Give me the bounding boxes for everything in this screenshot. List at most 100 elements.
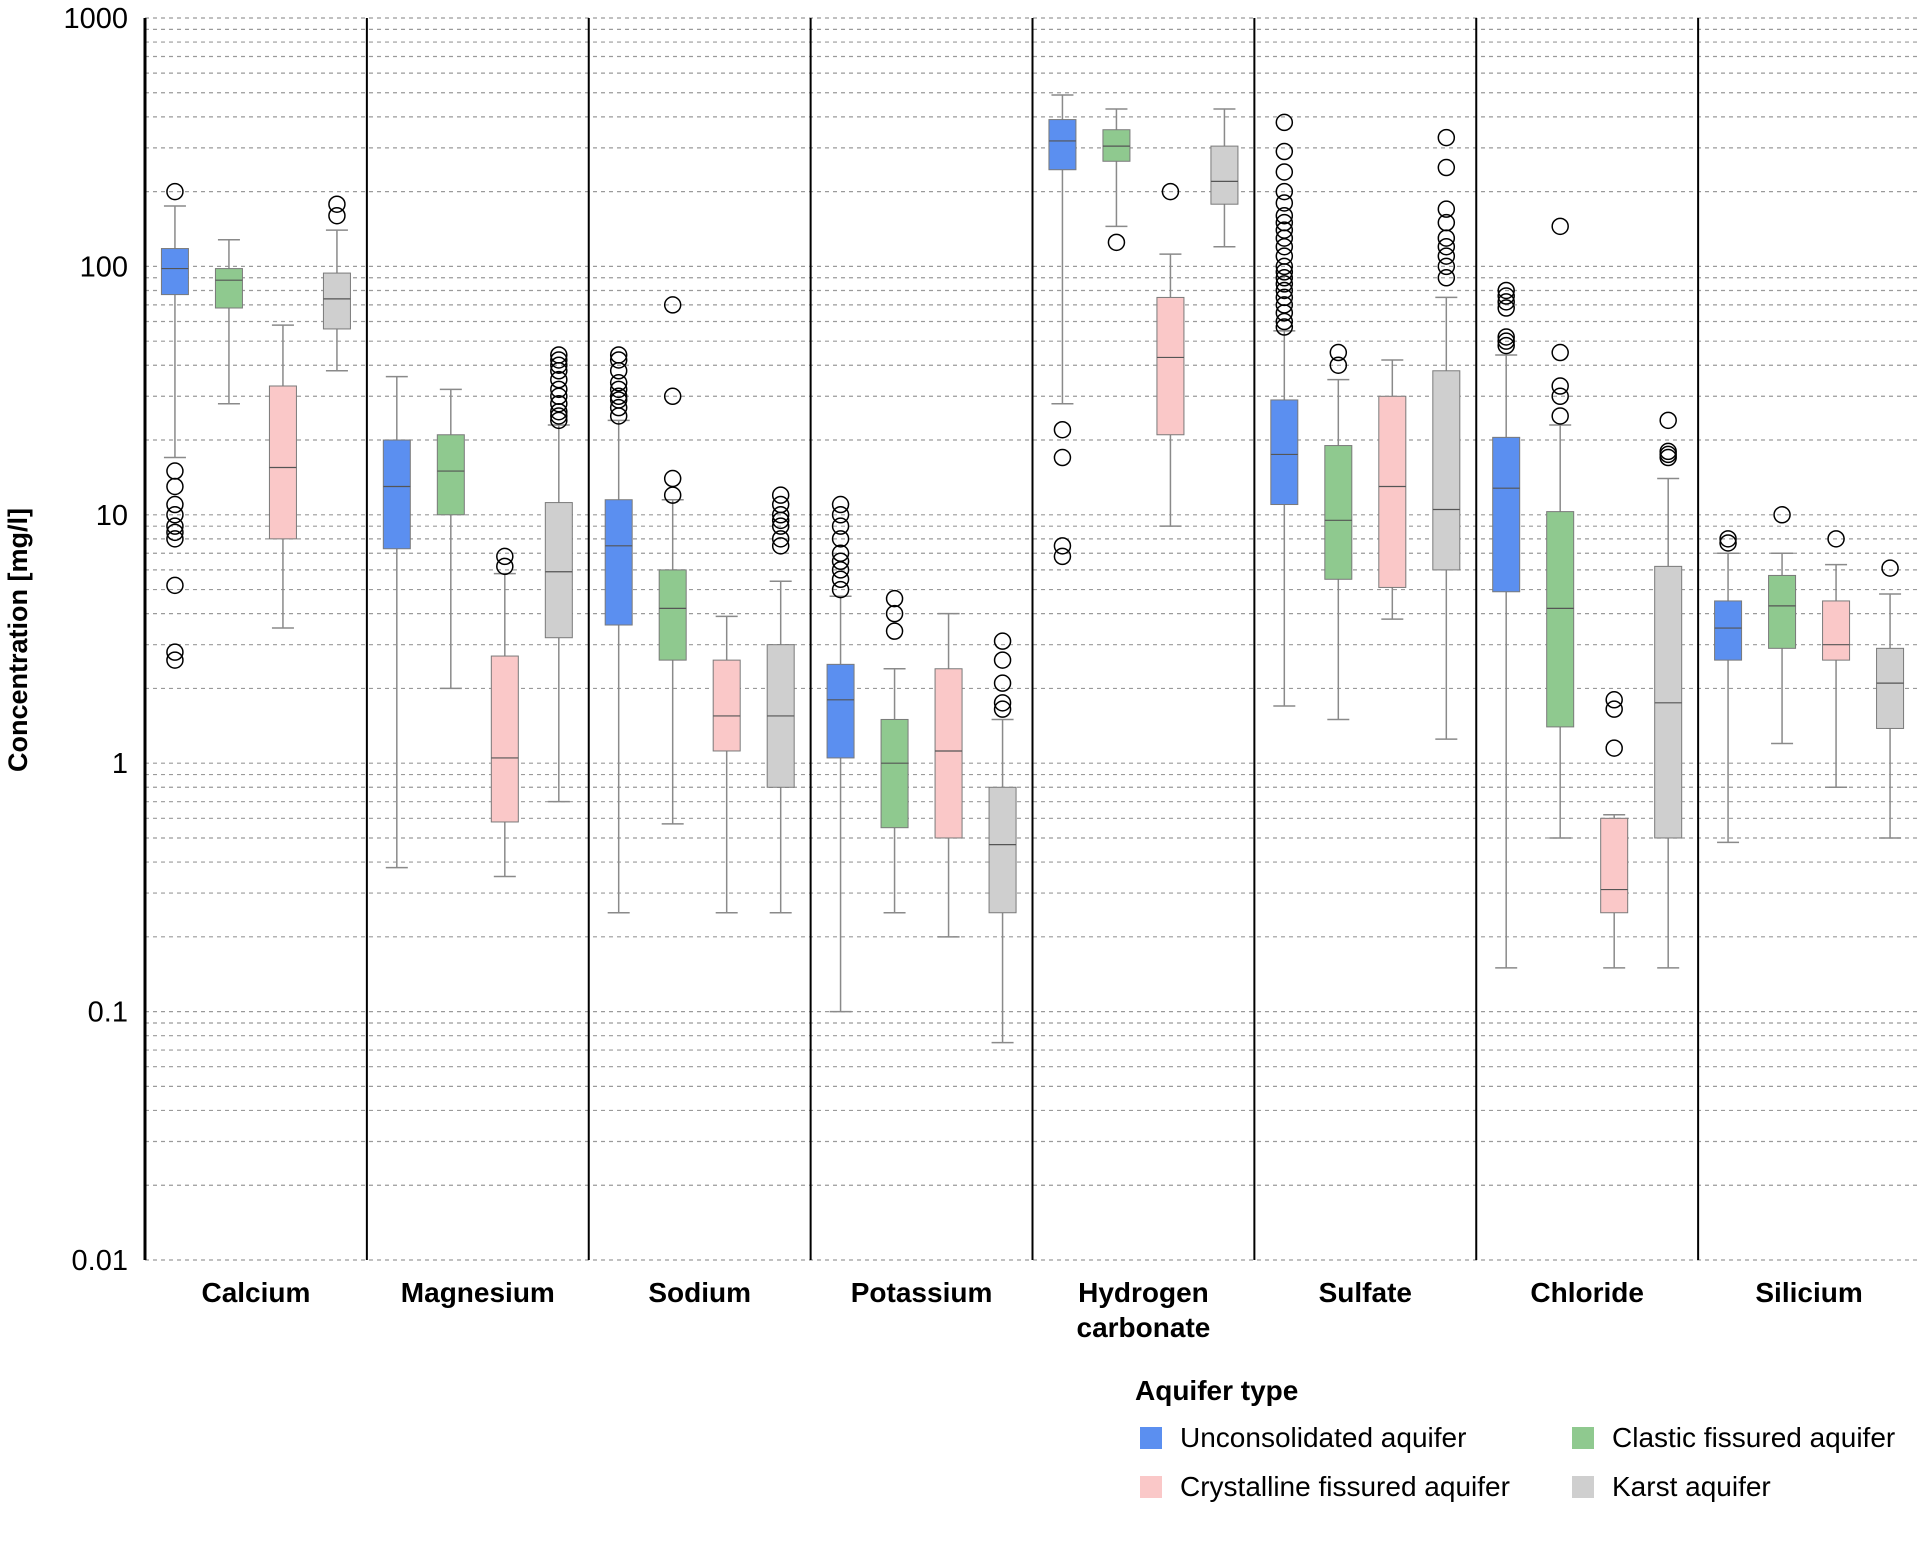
category-label: Sulfate — [1319, 1277, 1412, 1308]
category-label: Calcium — [201, 1277, 310, 1308]
legend-swatch — [1140, 1427, 1162, 1449]
box-iqr — [160, 248, 189, 296]
outlier-point — [166, 182, 184, 201]
outlier-point — [1053, 448, 1072, 467]
outlier-point — [328, 195, 346, 213]
box-iqr — [1600, 817, 1629, 914]
outlier-point — [885, 604, 904, 623]
box-iqr — [1822, 600, 1851, 661]
category-label: carbonate — [1077, 1312, 1211, 1343]
legend-swatch — [1140, 1476, 1162, 1498]
outlier-point — [1437, 200, 1456, 218]
box-5-0 — [1270, 113, 1299, 707]
outlier-point — [1161, 182, 1180, 201]
outlier-point — [1497, 332, 1515, 350]
box-iqr — [712, 659, 741, 752]
outlier-point — [166, 495, 184, 514]
box-2-0 — [604, 346, 633, 914]
box-1-3 — [544, 346, 573, 803]
outlier-point — [166, 462, 184, 480]
outlier-point — [166, 477, 184, 496]
outlier-point — [166, 576, 184, 595]
outlier-point — [831, 580, 850, 599]
box-iqr — [1432, 370, 1461, 571]
outlier-point — [885, 622, 904, 640]
outlier-point — [1275, 163, 1294, 181]
box-iqr — [268, 385, 297, 540]
box-5-1 — [1324, 343, 1353, 721]
legend: Aquifer type Unconsolidated aquifer Clast… — [1135, 1375, 1895, 1502]
y-tick-labels: 0.01 0.1 1 10 100 1000 — [63, 3, 128, 1277]
outlier-point — [609, 407, 628, 425]
box-3-3 — [988, 632, 1017, 1044]
box-6-2 — [1600, 691, 1629, 969]
box-4-2 — [1156, 182, 1185, 527]
outlier-point — [550, 407, 568, 425]
outlier-point — [1275, 194, 1294, 212]
outlier-point — [771, 537, 790, 555]
box-iqr — [1048, 119, 1077, 171]
outlier-point — [831, 530, 850, 548]
category-label: Potassium — [851, 1277, 993, 1308]
outlier-point — [1497, 293, 1515, 311]
box-iqr — [1546, 511, 1575, 728]
outlier-point — [1053, 420, 1072, 439]
outlier-point — [771, 486, 790, 504]
outlier-point — [166, 651, 184, 669]
box-4-0 — [1048, 94, 1077, 566]
outlier-point — [831, 561, 850, 579]
box-iqr — [322, 272, 351, 330]
outlier-point — [771, 511, 790, 530]
box-1-0 — [382, 375, 411, 869]
legend-label: Karst aquifer — [1612, 1471, 1771, 1502]
outlier-point — [1605, 739, 1623, 757]
category-label: Hydrogen — [1078, 1277, 1209, 1308]
box-0-2 — [268, 324, 297, 629]
box-iqr — [1768, 574, 1797, 649]
outlier-point — [993, 674, 1012, 692]
category-label: Chloride — [1530, 1277, 1644, 1308]
outlier-point — [1275, 113, 1294, 132]
box-5-3 — [1432, 128, 1461, 740]
box-iqr — [1714, 600, 1743, 661]
outlier-point — [1053, 547, 1072, 566]
box-iqr — [1492, 436, 1521, 593]
box-iqr — [1156, 296, 1185, 436]
outlier-point — [663, 486, 682, 504]
outlier-point — [1275, 263, 1294, 281]
outlier-point — [993, 632, 1012, 650]
outlier-point — [663, 469, 682, 488]
box-iqr — [436, 434, 465, 516]
outlier-point — [1551, 217, 1569, 236]
outlier-point — [609, 362, 628, 380]
outlier-point — [1881, 559, 1899, 577]
outlier-point — [1275, 229, 1294, 247]
box-iqr — [1102, 129, 1131, 162]
box-iqr — [604, 499, 633, 626]
outlier-point — [1275, 257, 1294, 276]
outlier-point — [831, 552, 850, 571]
outlier-point — [609, 374, 628, 392]
outlier-point — [1437, 269, 1456, 287]
y-tick-label: 1000 — [63, 3, 128, 35]
outlier-point — [831, 506, 850, 524]
outlier-point — [1551, 387, 1569, 406]
box-iqr — [1270, 399, 1299, 506]
legend-swatch — [1572, 1427, 1594, 1449]
outlier-point — [1497, 287, 1515, 305]
outlier-point — [1827, 530, 1845, 548]
box-3-0 — [826, 495, 855, 1013]
legend-title: Aquifer type — [1135, 1375, 1298, 1406]
outlier-point — [1605, 691, 1623, 709]
box-1-1 — [436, 388, 465, 690]
legend-swatch — [1572, 1476, 1594, 1498]
outlier-point — [663, 296, 682, 314]
outlier-point — [166, 506, 184, 524]
outlier-point — [609, 351, 628, 369]
outlier-point — [1107, 233, 1126, 252]
box-iqr — [214, 268, 243, 309]
box-6-1 — [1546, 217, 1575, 839]
outlier-point — [1275, 206, 1294, 225]
outlier-point — [1719, 530, 1737, 548]
